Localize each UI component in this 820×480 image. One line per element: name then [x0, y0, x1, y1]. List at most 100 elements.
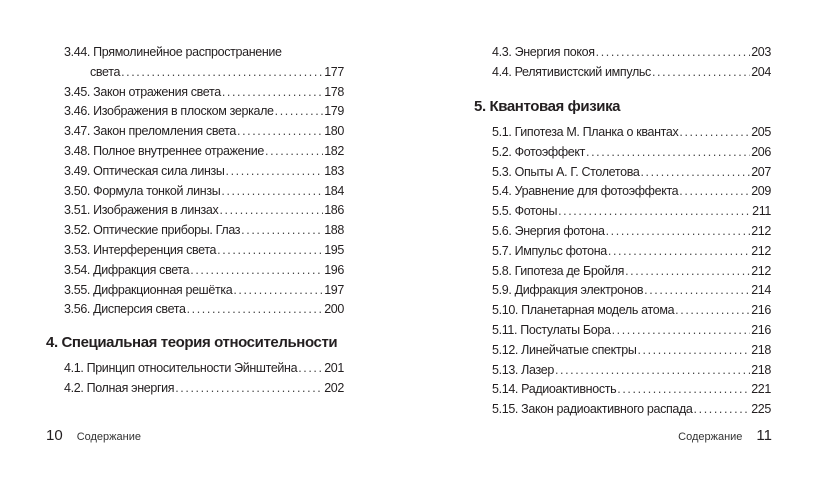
dot-leader: [644, 281, 750, 301]
toc-entry-page: 205: [751, 125, 771, 139]
toc-entry-title: 4.3. Энергия покоя: [492, 45, 595, 59]
toc-entry[interactable]: 3.56. Дисперсия света 200: [64, 300, 344, 320]
dot-leader: [586, 143, 750, 163]
toc-entry[interactable]: 3.50. Формула тонкой линзы 184: [64, 182, 344, 202]
toc-entry-page: 207: [751, 164, 771, 179]
toc-entry[interactable]: 4.1. Принцип относительности Эйнштейна 20…: [64, 359, 344, 379]
page-footer: Содержание 11: [678, 427, 772, 444]
toc-entry[interactable]: 5.4. Уравнение для фотоэффекта 209: [492, 182, 771, 202]
toc-entry-page: 211: [752, 204, 771, 219]
toc-entry-page: 183: [324, 163, 344, 178]
dot-leader: [612, 321, 751, 341]
toc-entry[interactable]: 3.48. Полное внутреннее отражение 182: [64, 142, 344, 162]
toc-entry[interactable]: 4.3. Энергия покоя 203: [492, 43, 771, 63]
toc-entry[interactable]: 3.51. Изображения в линзах 186: [64, 201, 344, 221]
running-title: Содержание: [678, 431, 743, 443]
toc-entry-title: 4.1. Принцип относительности Эйнштейна: [64, 361, 298, 375]
dot-leader: [617, 380, 750, 400]
toc-entry[interactable]: 5.15. Закон радиоактивного распада 225: [492, 400, 771, 420]
dot-leader: [679, 182, 750, 202]
toc-entry-page: 182: [324, 143, 344, 158]
toc-entry[interactable]: 3.55. Дифракционная решётка 197: [64, 281, 344, 301]
toc-entry[interactable]: 5.13. Лазер 218: [492, 361, 771, 381]
toc-entry-title: 3.48. Полное внутреннее отражение: [64, 143, 265, 158]
toc-entry-title: 3.50. Формула тонкой линзы: [64, 183, 221, 198]
toc-entry-title: 3.51. Изображения в линзах: [64, 203, 219, 218]
chapter-heading: 4. Специальная теория относительности: [46, 334, 338, 351]
toc-entry-title: 3.47. Закон преломления света: [64, 124, 236, 139]
toc-entry-page: 218: [751, 342, 771, 357]
toc-entry-page: 206: [751, 144, 771, 159]
dot-leader: [237, 122, 323, 142]
toc-entry-page: 186: [324, 203, 344, 218]
toc-entry-page: 179: [324, 104, 344, 119]
toc-entry-title: 5.2. Фотоэффект: [492, 144, 586, 159]
chapter-heading: 5. Квантовая физика: [474, 98, 621, 115]
toc-entry-title: 3.45. Закон отражения света: [64, 84, 221, 99]
toc-entry-title: 5.13. Лазер: [492, 362, 554, 377]
toc-entry-title: 3.53. Интерференция света: [64, 242, 217, 257]
toc-entry[interactable]: 5.14. Радиоактивность 221: [492, 380, 771, 400]
dot-leader: [187, 300, 324, 320]
dot-leader: [694, 400, 751, 420]
page-footer: 10 Содержание: [46, 427, 141, 444]
toc-entry-page: 178: [324, 84, 344, 99]
toc-entry-page: 196: [324, 262, 344, 277]
toc-entry[interactable]: 4.2. Полная энергия 202: [64, 379, 344, 399]
toc-entry-title: 5.8. Гипотеза де Бройля: [492, 263, 625, 278]
toc-entry-title: 3.56. Дисперсия света: [64, 302, 186, 317]
running-title: Содержание: [76, 431, 141, 443]
toc-entry-title: 3.44. Прямолинейное распространение: [64, 45, 282, 59]
dot-leader: [265, 142, 323, 162]
toc-entry[interactable]: 3.46. Изображения в плоском зеркале 179: [64, 102, 344, 122]
toc-entry-page: 212: [751, 263, 771, 278]
dot-leader: [625, 262, 750, 282]
toc-entry[interactable]: 3.47. Закон преломления света 180: [64, 122, 344, 142]
dot-leader: [652, 63, 750, 83]
dot-leader: [233, 281, 323, 301]
toc-entry[interactable]: 3.54. Дифракция света 196: [64, 261, 344, 281]
toc-entry-title: 3.52. Оптические приборы. Глаз: [64, 223, 241, 238]
dot-leader: [241, 221, 323, 241]
toc-entry[interactable]: 5.12. Линейчатые спектры 218: [492, 341, 771, 361]
toc-entry[interactable]: 5.2. Фотоэффект 206: [492, 143, 771, 163]
toc-entry-page: 221: [751, 382, 771, 397]
toc-entry[interactable]: 5.1. Гипотеза М. Планка о квантах 205: [492, 123, 771, 143]
toc-entry[interactable]: 3.52. Оптические приборы. Глаз 188: [64, 221, 344, 241]
toc-entry[interactable]: 5.11. Постулаты Бора 216: [492, 321, 771, 341]
dot-leader: [221, 182, 323, 202]
toc-entry[interactable]: 5.6. Энергия фотона 212: [492, 222, 771, 242]
toc-entry[interactable]: 3.53. Интерференция света 195: [64, 241, 344, 261]
toc-entry-page: 177: [324, 64, 344, 79]
toc-entry-title: 4.4. Релятивистский импульс: [492, 64, 651, 79]
toc-entry[interactable]: света 177: [64, 63, 344, 83]
dot-leader: [679, 123, 750, 143]
dot-leader: [555, 361, 750, 381]
toc-entry[interactable]: 5.8. Гипотеза де Бройля 212: [492, 262, 771, 282]
toc-entry[interactable]: 4.4. Релятивистский импульс 204: [492, 63, 771, 83]
dot-leader: [608, 242, 750, 262]
toc-entry-page: 201: [324, 361, 344, 375]
toc-entry-page: 216: [751, 303, 771, 318]
toc-entry[interactable]: 5.9. Дифракция электронов 214: [492, 281, 771, 301]
toc-entry[interactable]: 5.5. Фотоны 211: [492, 202, 771, 222]
toc-entry-page: 204: [751, 64, 771, 79]
toc-entry[interactable]: 3.49. Оптическая сила линзы 183: [64, 162, 344, 182]
toc-entry-title: 5.3. Опыты А. Г. Столетова: [492, 164, 640, 179]
toc-entry[interactable]: 5.7. Импульс фотона 212: [492, 242, 771, 262]
toc-entry[interactable]: 5.3. Опыты А. Г. Столетова 207: [492, 163, 771, 183]
dot-leader: [190, 261, 323, 281]
toc-entry-page: 184: [324, 183, 344, 198]
toc-entry[interactable]: 3.45. Закон отражения света 178: [64, 83, 344, 103]
toc-entry-title: 5.15. Закон радиоактивного распада: [492, 402, 693, 417]
dot-leader: [275, 102, 324, 122]
dot-leader: [558, 202, 751, 222]
toc-entry-page: 203: [751, 45, 771, 59]
toc-entry[interactable]: 5.10. Планетарная модель атома 216: [492, 301, 771, 321]
toc-entry-page: 218: [751, 362, 771, 377]
toc-entry-title: 5.4. Уравнение для фотоэффекта: [492, 184, 679, 199]
toc-entry[interactable]: 3.44. Прямолинейное распространение: [64, 43, 344, 63]
dot-leader: [637, 341, 750, 361]
toc-entry-title: 5.1. Гипотеза М. Планка о квантах: [492, 125, 679, 139]
toc-entry-page: 180: [324, 124, 344, 139]
